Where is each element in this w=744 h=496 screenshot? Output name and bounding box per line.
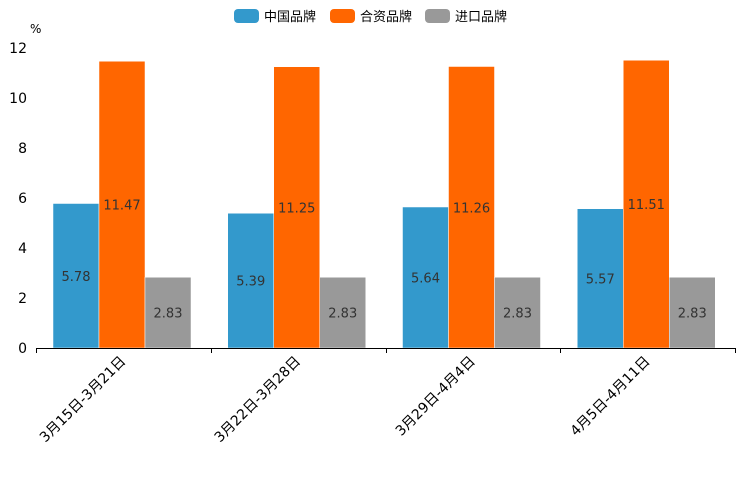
- data-label-series-2-category-0: 2.83: [154, 307, 183, 322]
- x-axis: 3月15日-3月21日 3月22日-3月28日 3月29日-4月4日 4月5日-4月1…: [36, 348, 736, 446]
- data-label-series-1-category-0: 11.47: [103, 199, 140, 214]
- bar-series-1-category-3[interactable]: [623, 60, 670, 349]
- x-tick-label-1: 3月22日-3月28日: [212, 354, 304, 446]
- data-label-series-2-category-2: 2.83: [503, 307, 532, 322]
- data-label-series-2-category-3: 2.83: [678, 307, 707, 322]
- data-label-series-1-category-2: 11.26: [453, 201, 490, 216]
- bar-series-0-category-1[interactable]: [227, 213, 274, 349]
- bar-series-1-category-0[interactable]: [98, 61, 146, 349]
- data-label-series-0-category-2: 5.64: [411, 272, 440, 287]
- legend: 中国品牌 合资品牌 进口品牌: [234, 9, 507, 25]
- legend-label-1[interactable]: 合资品牌: [360, 9, 412, 25]
- legend-label-2[interactable]: 进口品牌: [455, 9, 507, 25]
- y-tick-label-4: 4: [18, 241, 27, 257]
- x-tick-label-2: 3月29日-4月4日: [393, 354, 479, 440]
- legend-swatch-2[interactable]: [425, 9, 450, 23]
- bar-series-0-category-0[interactable]: [52, 203, 100, 349]
- legend-swatch-0[interactable]: [234, 9, 259, 23]
- bar-series-0-category-3[interactable]: [577, 208, 624, 349]
- bar-series-1-category-1[interactable]: [273, 66, 320, 349]
- y-tick-label-8: 8: [18, 141, 27, 157]
- data-label-series-2-category-1: 2.83: [328, 307, 357, 322]
- legend-swatch-1[interactable]: [330, 9, 355, 23]
- bars: [52, 60, 716, 349]
- x-tick-label-3: 4月5日-4月11日: [567, 354, 653, 440]
- legend-label-0[interactable]: 中国品牌: [264, 9, 316, 25]
- bar-series-2-category-3[interactable]: [669, 277, 716, 349]
- data-labels: 5.78 5.39 5.64 5.57 11.47 11.25 11.26 11.51 2.83…: [62, 198, 707, 322]
- y-tick-label-10: 10: [9, 91, 27, 107]
- data-label-series-1-category-3: 11.51: [628, 198, 665, 213]
- bar-series-2-category-2[interactable]: [494, 277, 541, 349]
- y-tick-label-12: 12: [9, 41, 27, 57]
- bar-series-2-category-1[interactable]: [319, 277, 366, 349]
- y-tick-label-2: 2: [18, 291, 27, 307]
- data-label-series-0-category-3: 5.57: [586, 272, 615, 287]
- bar-series-1-category-2[interactable]: [448, 66, 495, 349]
- data-label-series-0-category-1: 5.39: [236, 275, 265, 290]
- y-tick-label-0: 0: [18, 341, 27, 357]
- y-axis-unit-label: %: [30, 22, 41, 36]
- data-label-series-0-category-0: 5.78: [62, 270, 91, 285]
- bar-series-0-category-2[interactable]: [402, 206, 449, 349]
- y-axis: 0 2 4 6 8 10 12: [9, 41, 27, 357]
- y-tick-label-6: 6: [18, 191, 27, 207]
- data-label-series-1-category-1: 11.25: [278, 201, 315, 216]
- x-tick-label-0: 3月15日-3月21日: [37, 354, 129, 446]
